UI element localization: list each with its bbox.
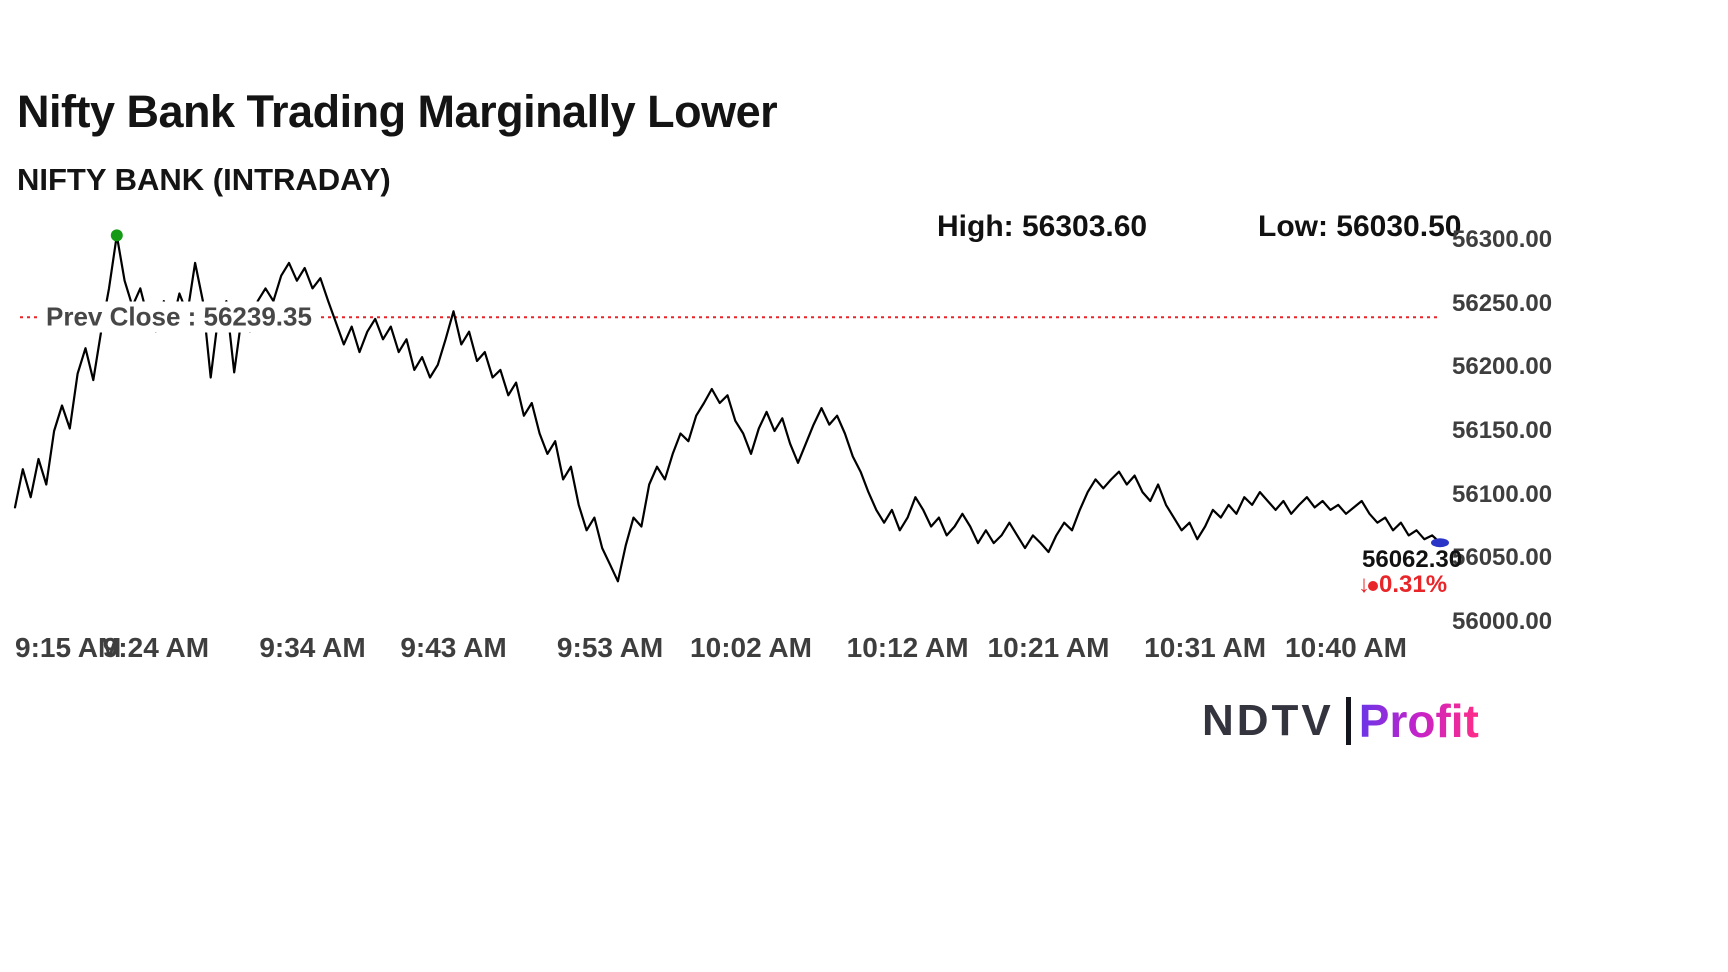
y-tick-label: 56100.00 [1452,480,1553,508]
down-arrow-icon: ↓ [1358,571,1370,598]
y-tick-label: 56300.00 [1452,226,1553,253]
page-title: Nifty Bank Trading Marginally Lower [17,86,778,137]
prev-close-label: Prev Close : 56239.35 [38,301,320,333]
ndtv-wordmark: NDTV [1202,696,1334,745]
x-tick-label: 9:15 AM [15,632,122,663]
x-tick-label: 10:02 AM [690,632,812,663]
chart-subtitle: NIFTY BANK (INTRADAY) [17,162,391,197]
low-value-label: Low: 56030.50 [1258,210,1462,243]
profit-wordmark: Profit [1358,695,1479,747]
x-tick-label: 9:53 AM [556,632,664,663]
last-price-label: 56062.30 [1362,546,1463,573]
last-price-marker [1431,538,1449,548]
price-line [13,234,1442,583]
y-tick-label: 56000.00 [1452,608,1553,635]
logo-separator-bar [1345,697,1351,745]
x-tick-label: 9:24 AM [102,632,210,663]
x-tick-label: 10:31 AM [1144,632,1267,663]
red-dot-icon [1368,581,1378,591]
high-value-label: High: 56303.60 [937,210,1148,243]
x-tick-label: 10:12 AM [846,632,969,663]
x-tick-label: 9:43 AM [400,632,507,663]
x-tick-label: 10:21 AM [987,632,1110,663]
change-percent-label: 0.31% [1379,571,1448,598]
y-tick-label: 56150.00 [1452,417,1553,444]
y-tick-label: 56250.00 [1452,289,1553,317]
ndtv-profit-logo: NDTV Profit [1202,694,1479,748]
change-badge: ↓ 0.31% [1358,571,1447,599]
x-tick-label: 10:40 AM [1285,632,1407,663]
x-tick-label: 9:34 AM [259,632,366,663]
y-tick-label: 56200.00 [1452,353,1553,381]
y-tick-label: 56050.00 [1452,544,1553,572]
peak-marker-dot [110,229,123,242]
